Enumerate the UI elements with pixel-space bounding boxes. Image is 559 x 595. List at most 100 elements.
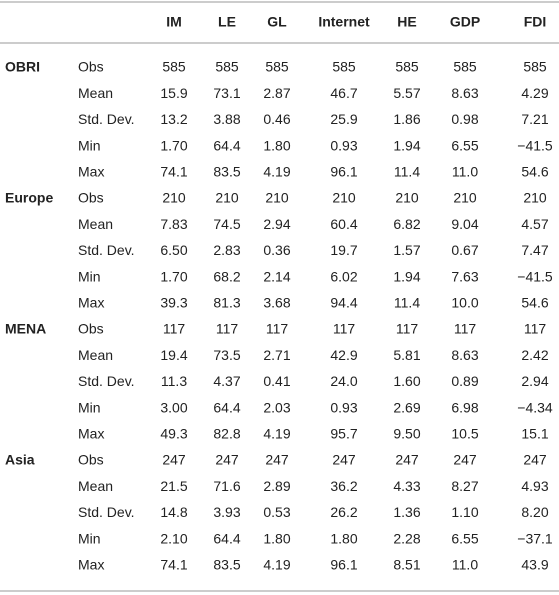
- cell-value: 4.19: [263, 164, 290, 180]
- stat-label: Obs: [78, 190, 104, 206]
- cell-value: 1.80: [263, 530, 290, 546]
- cell-value: 2.03: [263, 399, 290, 415]
- cell-value: 2.28: [393, 530, 420, 546]
- cell-value: 585: [265, 59, 289, 75]
- group-label: Asia: [5, 452, 35, 468]
- cell-value: 117: [333, 321, 356, 337]
- cell-value: 64.4: [213, 399, 240, 415]
- cell-value: 1.36: [393, 504, 420, 520]
- cell-value: 6.55: [451, 530, 478, 546]
- cell-value: 74.5: [213, 216, 240, 232]
- cell-value: 585: [453, 59, 477, 75]
- cell-value: 9.04: [451, 216, 478, 232]
- cell-value: 39.3: [160, 295, 187, 311]
- column-header: IM: [166, 14, 182, 30]
- cell-value: 2.94: [521, 373, 548, 389]
- stat-label: Obs: [78, 452, 104, 468]
- group-label: Europe: [5, 190, 53, 206]
- stat-label: Min: [78, 530, 101, 546]
- cell-value: 210: [265, 190, 289, 206]
- cell-value: 0.93: [330, 399, 357, 415]
- column-header: Internet: [318, 14, 370, 30]
- cell-value: 3.88: [213, 111, 240, 127]
- cell-value: 117: [266, 321, 289, 337]
- cell-value: 6.50: [160, 242, 187, 258]
- cell-value: 1.57: [393, 242, 420, 258]
- cell-value: 7.83: [160, 216, 187, 232]
- cell-value: 7.47: [521, 242, 548, 258]
- cell-value: 210: [395, 190, 419, 206]
- cell-value: 1.94: [393, 268, 420, 284]
- cell-value: −41.5: [517, 137, 553, 153]
- stat-label: Min: [78, 137, 101, 153]
- cell-value: 4.93: [521, 478, 548, 494]
- cell-value: 54.6: [521, 164, 548, 180]
- cell-value: 74.1: [160, 557, 187, 573]
- cell-value: 2.89: [263, 478, 290, 494]
- cell-value: 46.7: [330, 85, 357, 101]
- cell-value: 19.4: [160, 347, 187, 363]
- cell-value: 24.0: [330, 373, 357, 389]
- cell-value: 210: [332, 190, 356, 206]
- cell-value: 11.4: [394, 295, 420, 311]
- cell-value: 83.5: [213, 557, 240, 573]
- cell-value: 247: [395, 452, 419, 468]
- cell-value: 0.93: [330, 137, 357, 153]
- cell-value: −37.1: [517, 530, 553, 546]
- cell-value: 6.82: [393, 216, 420, 232]
- cell-value: 74.1: [160, 164, 187, 180]
- cell-value: 13.2: [160, 111, 187, 127]
- stat-label: Mean: [78, 478, 113, 494]
- cell-value: −41.5: [517, 268, 553, 284]
- stat-label: Obs: [78, 321, 104, 337]
- cell-value: −4.34: [517, 399, 553, 415]
- cell-value: 10.0: [451, 295, 478, 311]
- cell-value: 96.1: [330, 164, 357, 180]
- cell-value: 43.9: [521, 557, 548, 573]
- cell-value: 1.80: [330, 530, 357, 546]
- column-header: LE: [218, 14, 236, 30]
- cell-value: 210: [162, 190, 186, 206]
- cell-value: 247: [523, 452, 547, 468]
- cell-value: 5.81: [393, 347, 420, 363]
- cell-value: 11.3: [161, 373, 187, 389]
- cell-value: 6.98: [451, 399, 478, 415]
- stat-label: Std. Dev.: [78, 504, 135, 520]
- stat-label: Mean: [78, 216, 113, 232]
- cell-value: 64.4: [213, 530, 240, 546]
- cell-value: 95.7: [330, 426, 357, 442]
- cell-value: 49.3: [160, 426, 187, 442]
- cell-value: 247: [215, 452, 239, 468]
- stat-label: Obs: [78, 59, 104, 75]
- cell-value: 6.02: [330, 268, 357, 284]
- cell-value: 4.33: [393, 478, 420, 494]
- cell-value: 210: [215, 190, 239, 206]
- cell-value: 9.50: [393, 426, 420, 442]
- cell-value: 0.41: [263, 373, 290, 389]
- cell-value: 2.10: [160, 530, 187, 546]
- cell-value: 4.57: [521, 216, 548, 232]
- group-label: MENA: [5, 321, 46, 337]
- stat-label: Max: [78, 164, 104, 180]
- cell-value: 73.1: [213, 85, 240, 101]
- cell-value: 10.5: [451, 426, 478, 442]
- cell-value: 0.89: [451, 373, 478, 389]
- cell-value: 117: [216, 321, 239, 337]
- stat-label: Max: [78, 426, 104, 442]
- cell-value: 1.60: [393, 373, 420, 389]
- cell-value: 25.9: [330, 111, 357, 127]
- column-header: GDP: [450, 14, 480, 30]
- cell-value: 2.71: [263, 347, 290, 363]
- column-header: FDI: [524, 14, 547, 30]
- cell-value: 247: [332, 452, 356, 468]
- cell-value: 2.42: [521, 347, 548, 363]
- cell-value: 0.36: [263, 242, 290, 258]
- cell-value: 11.4: [394, 164, 420, 180]
- cell-value: 585: [162, 59, 186, 75]
- cell-value: 8.20: [521, 504, 548, 520]
- cell-value: 7.63: [451, 268, 478, 284]
- cell-value: 19.7: [330, 242, 357, 258]
- cell-value: 1.70: [160, 137, 187, 153]
- cell-value: 1.86: [393, 111, 420, 127]
- cell-value: 1.80: [263, 137, 290, 153]
